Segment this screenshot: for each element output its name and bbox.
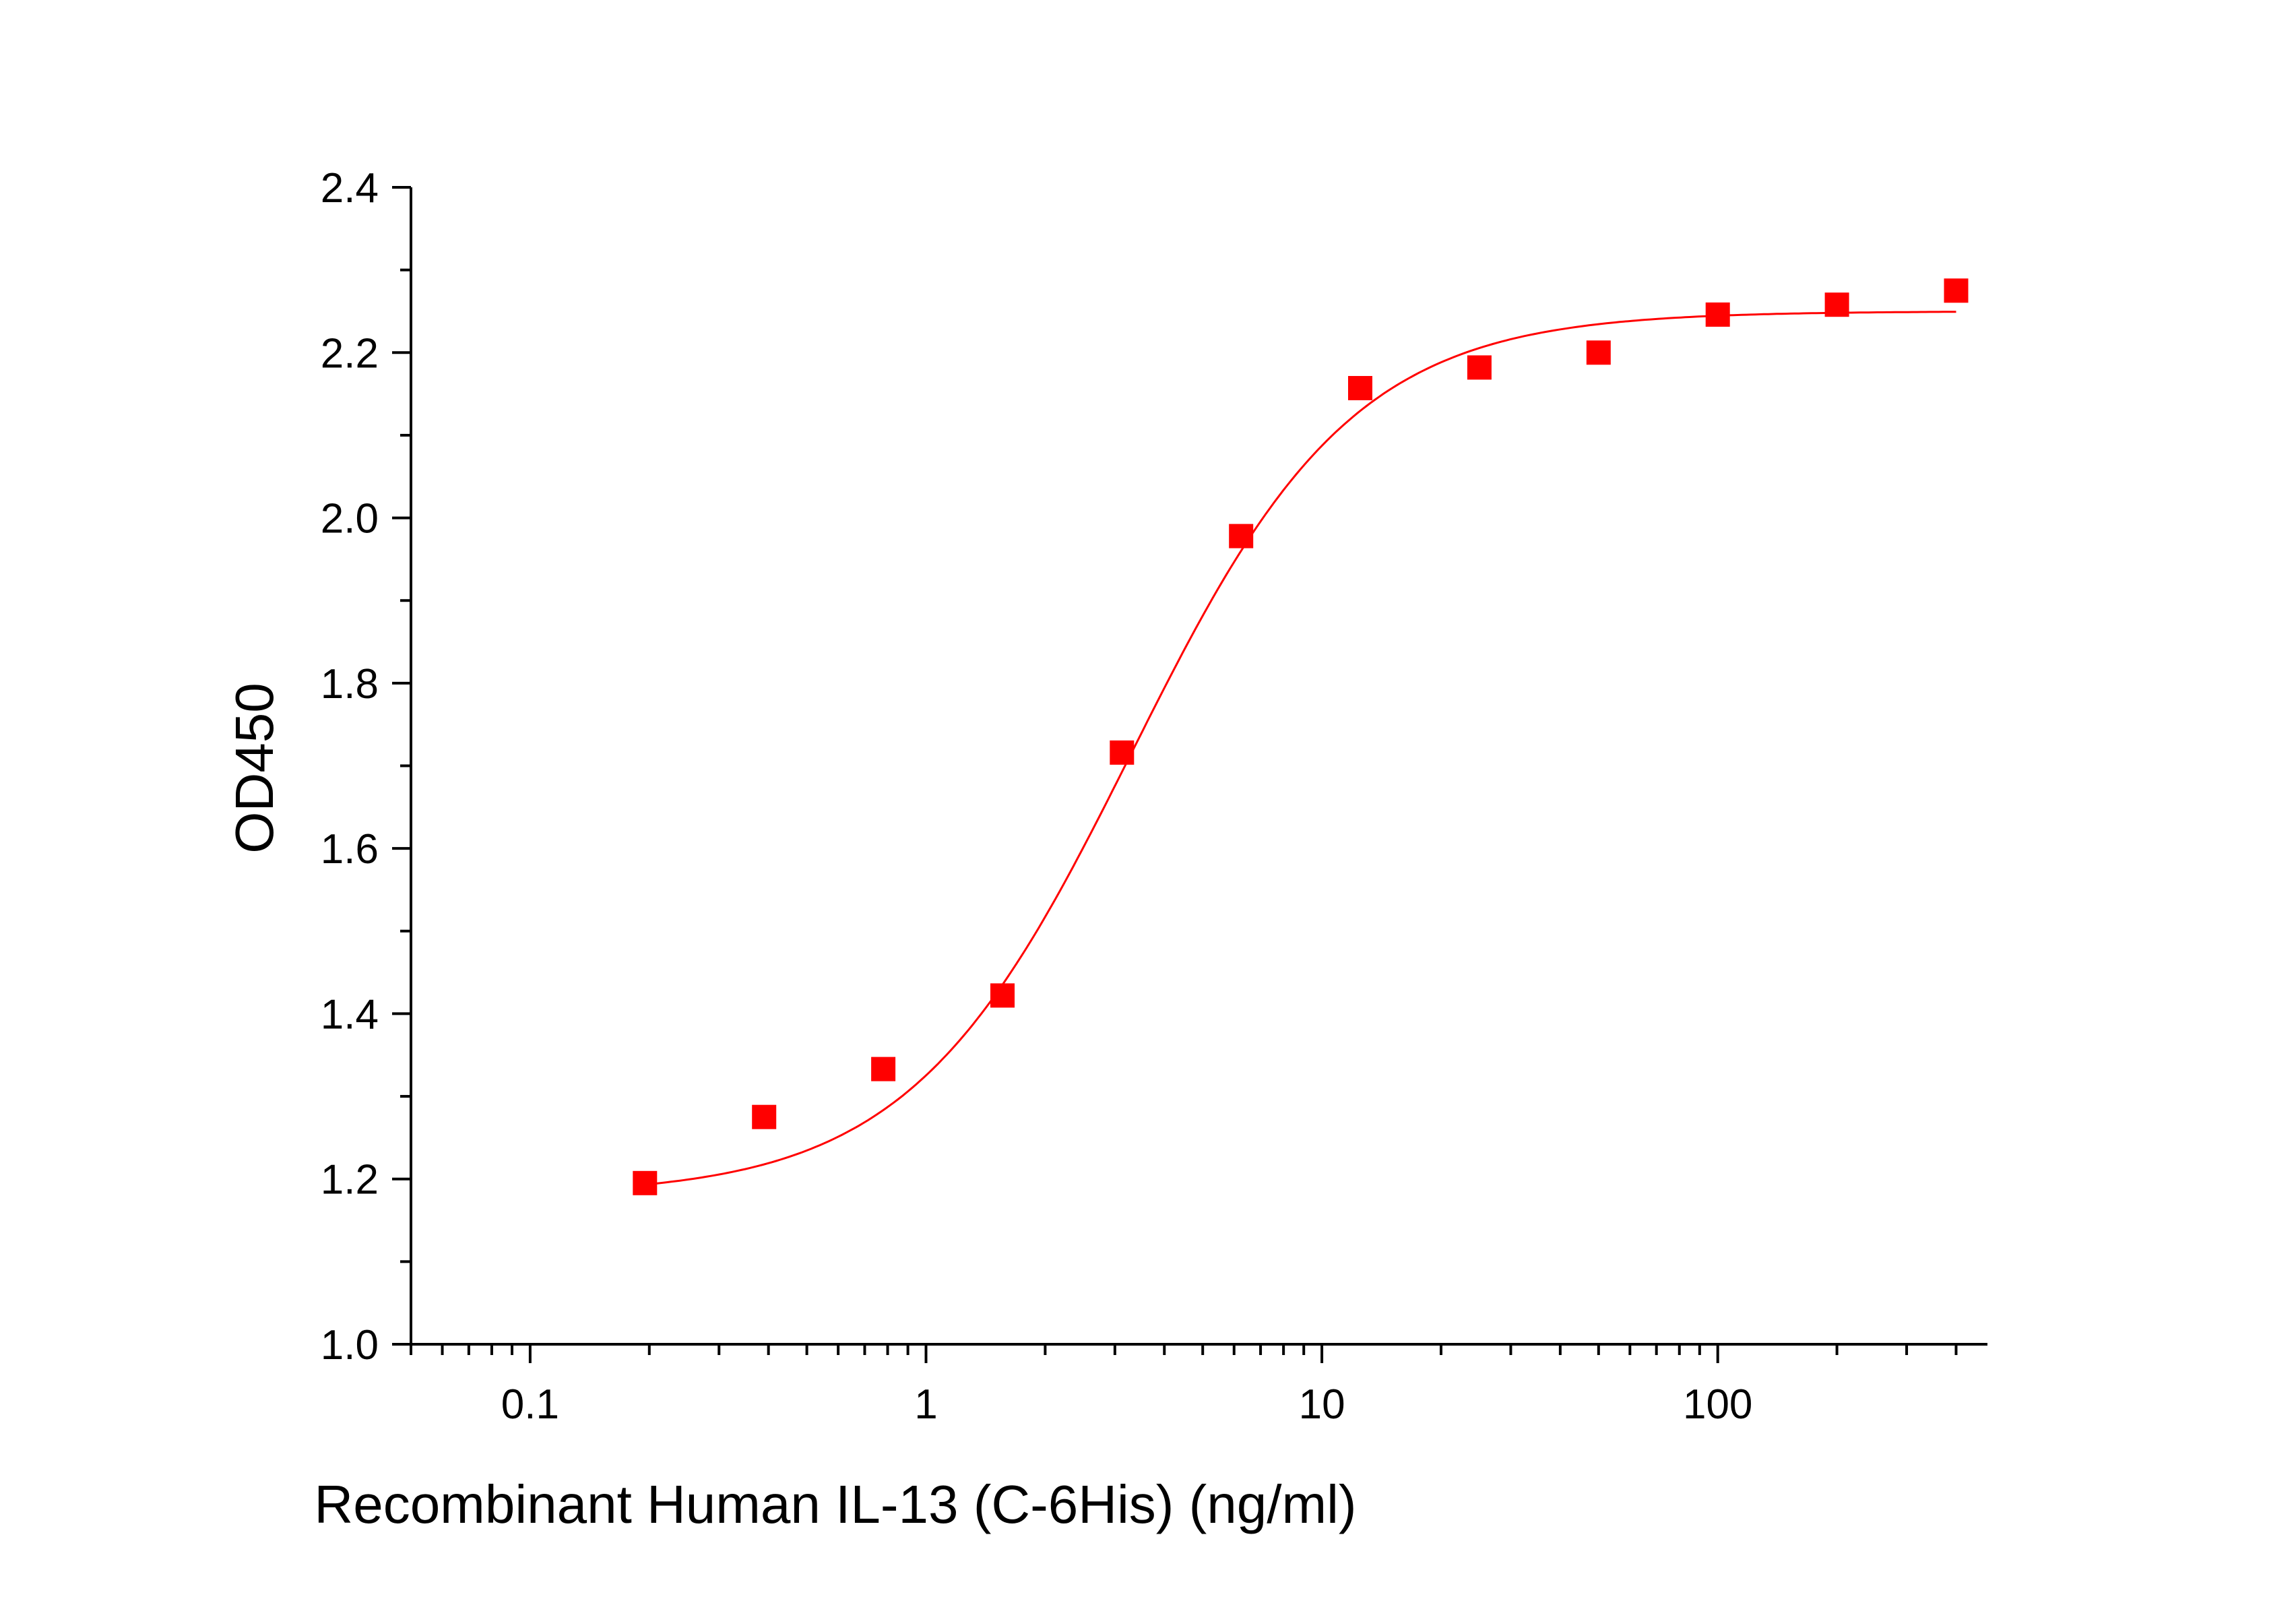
data-point: [1824, 292, 1849, 317]
y-tick-label: 1.8: [321, 661, 379, 708]
axes: 0.1 1 10 100 1.0 1.2 1.4 1.6 1.8 2.0 2.2 2.4: [321, 165, 1987, 1428]
data-point: [633, 1170, 658, 1195]
data-point: [1586, 340, 1611, 365]
data-points: [633, 278, 1969, 1195]
data-point: [990, 983, 1015, 1008]
x-axis-tick-labels: 0.1 1 10 100: [501, 1381, 1753, 1428]
x-axis-ticks: [410, 1344, 1958, 1363]
data-point: [871, 1057, 896, 1081]
y-tick-label: 1.2: [321, 1157, 379, 1203]
y-tick-label: 1.4: [321, 991, 379, 1038]
y-tick-label: 1.0: [321, 1322, 379, 1369]
y-axis-title: OD450: [224, 683, 284, 853]
x-axis-title: Recombinant Human IL-13 (C-6His) (ng/ml): [314, 1474, 1356, 1534]
x-tick-label: 1: [914, 1381, 937, 1428]
data-point: [1229, 524, 1254, 548]
data-point: [1467, 355, 1492, 380]
x-tick-label: 0.1: [501, 1381, 559, 1428]
plot-area: [633, 278, 1969, 1195]
x-tick-label: 10: [1299, 1381, 1345, 1428]
data-point: [1944, 278, 1969, 303]
data-point: [1705, 302, 1730, 327]
y-tick-label: 2.4: [321, 165, 379, 212]
data-point: [1110, 740, 1135, 765]
y-tick-label: 2.2: [321, 330, 379, 377]
data-point: [752, 1104, 777, 1129]
x-tick-label: 100: [1683, 1381, 1752, 1428]
y-axis-tick-labels: 1.0 1.2 1.4 1.6 1.8 2.0 2.2 2.4: [321, 165, 379, 1369]
y-axis-ticks: [392, 186, 411, 1346]
y-tick-label: 1.6: [321, 826, 379, 873]
fit-curve: [645, 311, 1956, 1186]
y-tick-label: 2.0: [321, 496, 379, 542]
data-point: [1348, 376, 1372, 400]
